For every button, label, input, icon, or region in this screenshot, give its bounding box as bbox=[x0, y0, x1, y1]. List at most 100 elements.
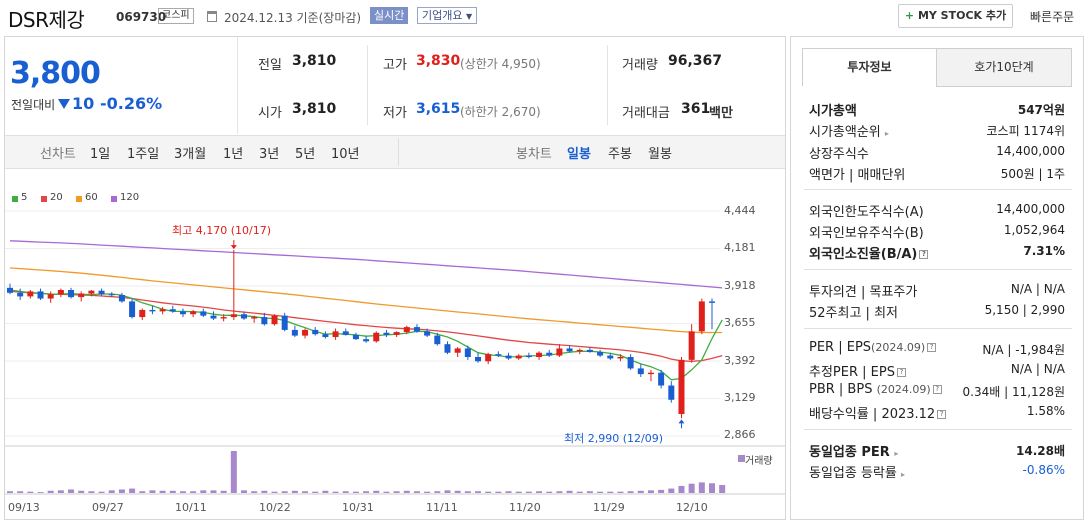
info-shares: 상장주식수 14,400,000 bbox=[809, 144, 1065, 162]
info-sector-per: 동일업종 PER ▸ 14.28배 bbox=[809, 444, 1065, 460]
candle-body bbox=[7, 287, 13, 293]
candle-body bbox=[200, 311, 207, 316]
x-tick: 11/11 bbox=[426, 501, 458, 514]
info-pbr: PBR | BPS (2024.09)? 0.34배 | 11,128원 bbox=[809, 382, 1065, 399]
range-10y[interactable]: 10년 bbox=[331, 147, 360, 162]
tab-hoga[interactable]: 호가10단계 bbox=[936, 48, 1072, 87]
y-tick: 3,129 bbox=[724, 391, 756, 404]
candle-body bbox=[342, 331, 349, 335]
volume-bar bbox=[139, 491, 146, 493]
info-face: 액면가 | 매매단위 500원 | 1주 bbox=[809, 167, 1065, 183]
volume-bar bbox=[190, 491, 197, 493]
candle-body bbox=[403, 327, 410, 333]
volume-bar bbox=[27, 491, 34, 493]
volume-bar bbox=[373, 490, 380, 493]
volume-bar bbox=[78, 490, 85, 493]
volume-bar bbox=[698, 482, 705, 493]
candle-body bbox=[709, 301, 715, 303]
volume-bar bbox=[464, 491, 471, 493]
divider bbox=[237, 37, 238, 134]
legend-ma120-swatch bbox=[111, 196, 117, 202]
legend-ma120: 120 bbox=[120, 192, 140, 203]
info-est-per: 추정PER | EPS? N/A | N/A bbox=[809, 362, 1065, 380]
low-label: 저가 bbox=[383, 106, 407, 121]
x-tick: 10/31 bbox=[342, 501, 374, 514]
candle-body bbox=[698, 301, 705, 332]
volume-bar bbox=[159, 490, 166, 493]
range-3y[interactable]: 3년 bbox=[259, 147, 280, 162]
candle-body bbox=[647, 372, 654, 375]
volume-bar bbox=[485, 491, 492, 493]
date-text: 2024.12.13 기준(장마감) bbox=[224, 11, 362, 25]
open-label: 시가 bbox=[258, 106, 282, 121]
range-1y[interactable]: 1년 bbox=[223, 147, 244, 162]
help-icon: ? bbox=[927, 343, 937, 352]
divider bbox=[367, 45, 368, 125]
candle-body bbox=[515, 355, 522, 359]
y-tick: 2,866 bbox=[724, 428, 756, 441]
help-icon: ? bbox=[932, 385, 942, 394]
range-3m[interactable]: 3개월 bbox=[174, 147, 207, 162]
candle-body bbox=[434, 335, 441, 345]
volume-bar bbox=[576, 491, 583, 493]
high-annotation: 최고 4,170 (10/17) bbox=[172, 224, 272, 237]
volume-bar bbox=[586, 491, 593, 493]
price-chart[interactable] bbox=[0, 0, 790, 521]
volume-bar bbox=[169, 490, 176, 493]
quick-order-link[interactable]: 빠른주문 bbox=[1030, 10, 1075, 24]
candle-body bbox=[68, 289, 75, 298]
range-5y[interactable]: 5년 bbox=[295, 147, 316, 162]
candle-body bbox=[363, 339, 370, 342]
stock-code: 069730 bbox=[116, 10, 167, 24]
corp-overview-dropdown[interactable]: 기업개요 ▼ bbox=[417, 7, 478, 24]
x-tick: 11/20 bbox=[509, 501, 541, 514]
corp-overview-label: 기업개요 bbox=[422, 9, 463, 22]
volume-bar bbox=[434, 491, 441, 493]
info-opinion: 투자의견 | 목표주가 N/A | N/A bbox=[809, 282, 1065, 300]
change-percent: -0.26% bbox=[100, 94, 163, 113]
candle-body bbox=[159, 309, 166, 312]
chart-range-bar bbox=[5, 135, 785, 169]
candle-body bbox=[413, 327, 420, 332]
lower-limit: (하한가 2,670) bbox=[460, 105, 541, 119]
tab-invest-info[interactable]: 투자정보 bbox=[802, 48, 937, 87]
candle-body bbox=[37, 291, 44, 299]
volume-bar bbox=[291, 490, 298, 493]
stock-name: DSR제강 bbox=[8, 8, 85, 32]
candle-body bbox=[464, 348, 471, 358]
down-arrow-icon bbox=[58, 99, 70, 109]
candle-body bbox=[424, 331, 431, 336]
candle-body bbox=[525, 355, 532, 358]
info-rank: 시가총액순위 ▸ 코스피 1174위 bbox=[809, 124, 1065, 140]
candle-body bbox=[230, 314, 237, 318]
ma120-line bbox=[9, 240, 723, 289]
x-tick: 10/22 bbox=[259, 501, 291, 514]
range-1w[interactable]: 1주일 bbox=[127, 147, 160, 162]
volume-bar bbox=[342, 491, 349, 493]
volume-bar bbox=[536, 491, 543, 493]
candle-body bbox=[352, 334, 359, 340]
candle-body bbox=[169, 309, 176, 312]
volume-bar bbox=[597, 491, 604, 493]
annotations bbox=[230, 240, 685, 429]
volume-bar bbox=[57, 490, 64, 493]
ma60-line bbox=[9, 267, 723, 334]
volume-bars bbox=[7, 451, 726, 493]
live-button[interactable]: 실시간 bbox=[370, 7, 409, 24]
volume-bar bbox=[220, 490, 227, 493]
market-badge: 코스피 bbox=[158, 8, 194, 24]
candle-body bbox=[108, 294, 115, 296]
add-mystock-button[interactable]: + MY STOCK 추가 bbox=[898, 4, 1013, 28]
volume-bar bbox=[47, 490, 54, 493]
legend-ma60: 60 bbox=[85, 192, 98, 203]
low-annotation: 최저 2,990 (12/09) bbox=[564, 432, 664, 445]
volume-bar bbox=[118, 489, 125, 493]
candle-daily[interactable]: 일봉 bbox=[567, 147, 591, 162]
candle-weekly[interactable]: 주봉 bbox=[608, 147, 632, 162]
candle-body bbox=[17, 292, 24, 297]
candle-monthly[interactable]: 월봉 bbox=[648, 147, 672, 162]
candle-body bbox=[220, 317, 227, 319]
candle-body bbox=[637, 368, 644, 375]
volume-bar bbox=[108, 490, 115, 493]
range-1d[interactable]: 1일 bbox=[90, 147, 111, 162]
